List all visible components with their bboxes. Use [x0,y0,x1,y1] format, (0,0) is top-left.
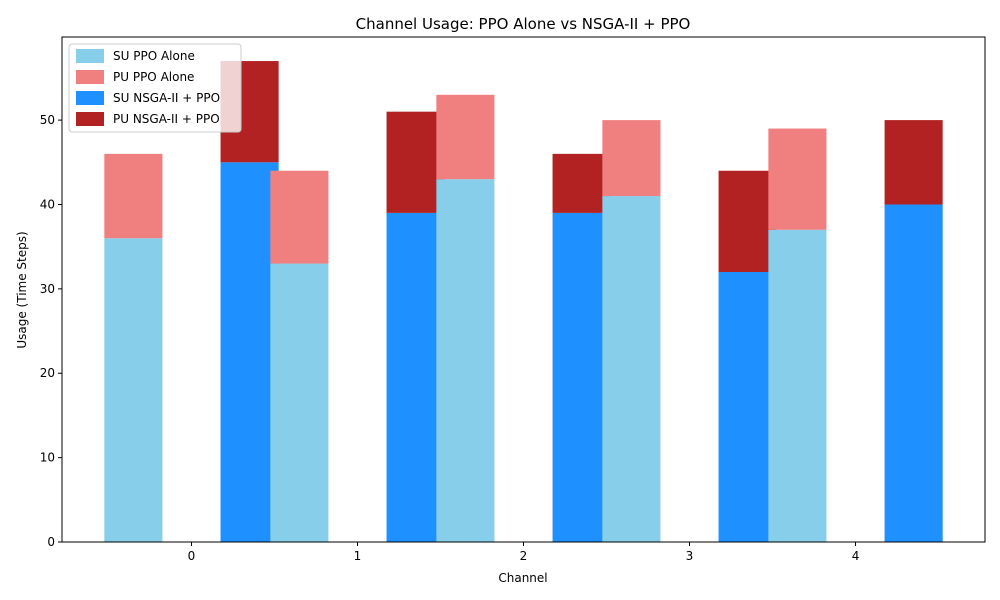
bar-su-ppo-alone-ch2 [436,179,495,542]
legend-swatch [76,112,104,126]
y-tick-label: 20 [40,366,55,380]
x-axis: 0 1 2 3 4 [188,542,860,563]
bar-su-ppo-alone-ch1 [270,263,329,542]
legend-label: SU PPO Alone [113,49,195,63]
x-tick-label: 0 [188,549,196,563]
bar-pu-nsga-ii-ppo-ch4 [884,120,943,205]
bar-pu-ppo-alone-ch0 [104,153,163,239]
legend-label: PU NSGA-II + PPO [113,112,220,126]
y-tick-label: 50 [40,113,55,127]
y-axis-label: Usage (Time Steps) [15,231,29,348]
bar-pu-ppo-alone-ch2 [436,94,495,180]
bar-su-nsga-ii-ppo-ch2 [552,212,611,542]
legend: SU PPO Alone PU PPO Alone SU NSGA-II + PPO… [68,43,242,133]
legend-box [68,43,242,133]
chart-title: Channel Usage: PPO Alone vs NSGA-II + PP… [356,15,691,33]
bar-pu-nsga-ii-ppo-ch2 [552,153,611,213]
legend-items: SU PPO Alone PU PPO Alone SU NSGA-II + PPO… [76,49,220,126]
y-tick-label: 0 [47,535,55,549]
bar-pu-ppo-alone-ch3 [602,120,661,197]
x-axis-label: Channel [498,571,547,585]
y-tick-label: 10 [40,451,55,465]
bar-su-nsga-ii-ppo-ch1 [386,212,445,542]
legend-swatch [76,49,104,63]
bar-su-nsga-ii-ppo-ch0 [220,162,279,543]
x-tick-label: 1 [354,549,362,563]
legend-swatch [76,70,104,84]
bar-pu-ppo-alone-ch1 [270,170,329,264]
legend-label: PU PPO Alone [113,70,194,84]
bars-group [104,61,943,543]
bar-pu-nsga-ii-ppo-ch3 [718,170,777,272]
y-axis: 0 10 20 30 40 50 [40,113,62,549]
bar-su-ppo-alone-ch4 [768,229,827,543]
legend-swatch [76,91,104,105]
y-tick-label: 40 [40,197,55,211]
bar-pu-nsga-ii-ppo-ch1 [386,111,445,213]
bar-su-ppo-alone-ch0 [104,238,163,543]
x-tick-label: 4 [852,549,860,563]
bar-su-nsga-ii-ppo-ch4 [884,204,943,543]
bar-su-ppo-alone-ch3 [602,196,661,543]
legend-label: SU NSGA-II + PPO [113,91,220,105]
y-tick-label: 30 [40,282,55,296]
bar-pu-ppo-alone-ch4 [768,128,827,230]
x-tick-label: 2 [520,549,528,563]
bar-su-nsga-ii-ppo-ch3 [718,271,777,542]
x-tick-label: 3 [686,549,694,563]
